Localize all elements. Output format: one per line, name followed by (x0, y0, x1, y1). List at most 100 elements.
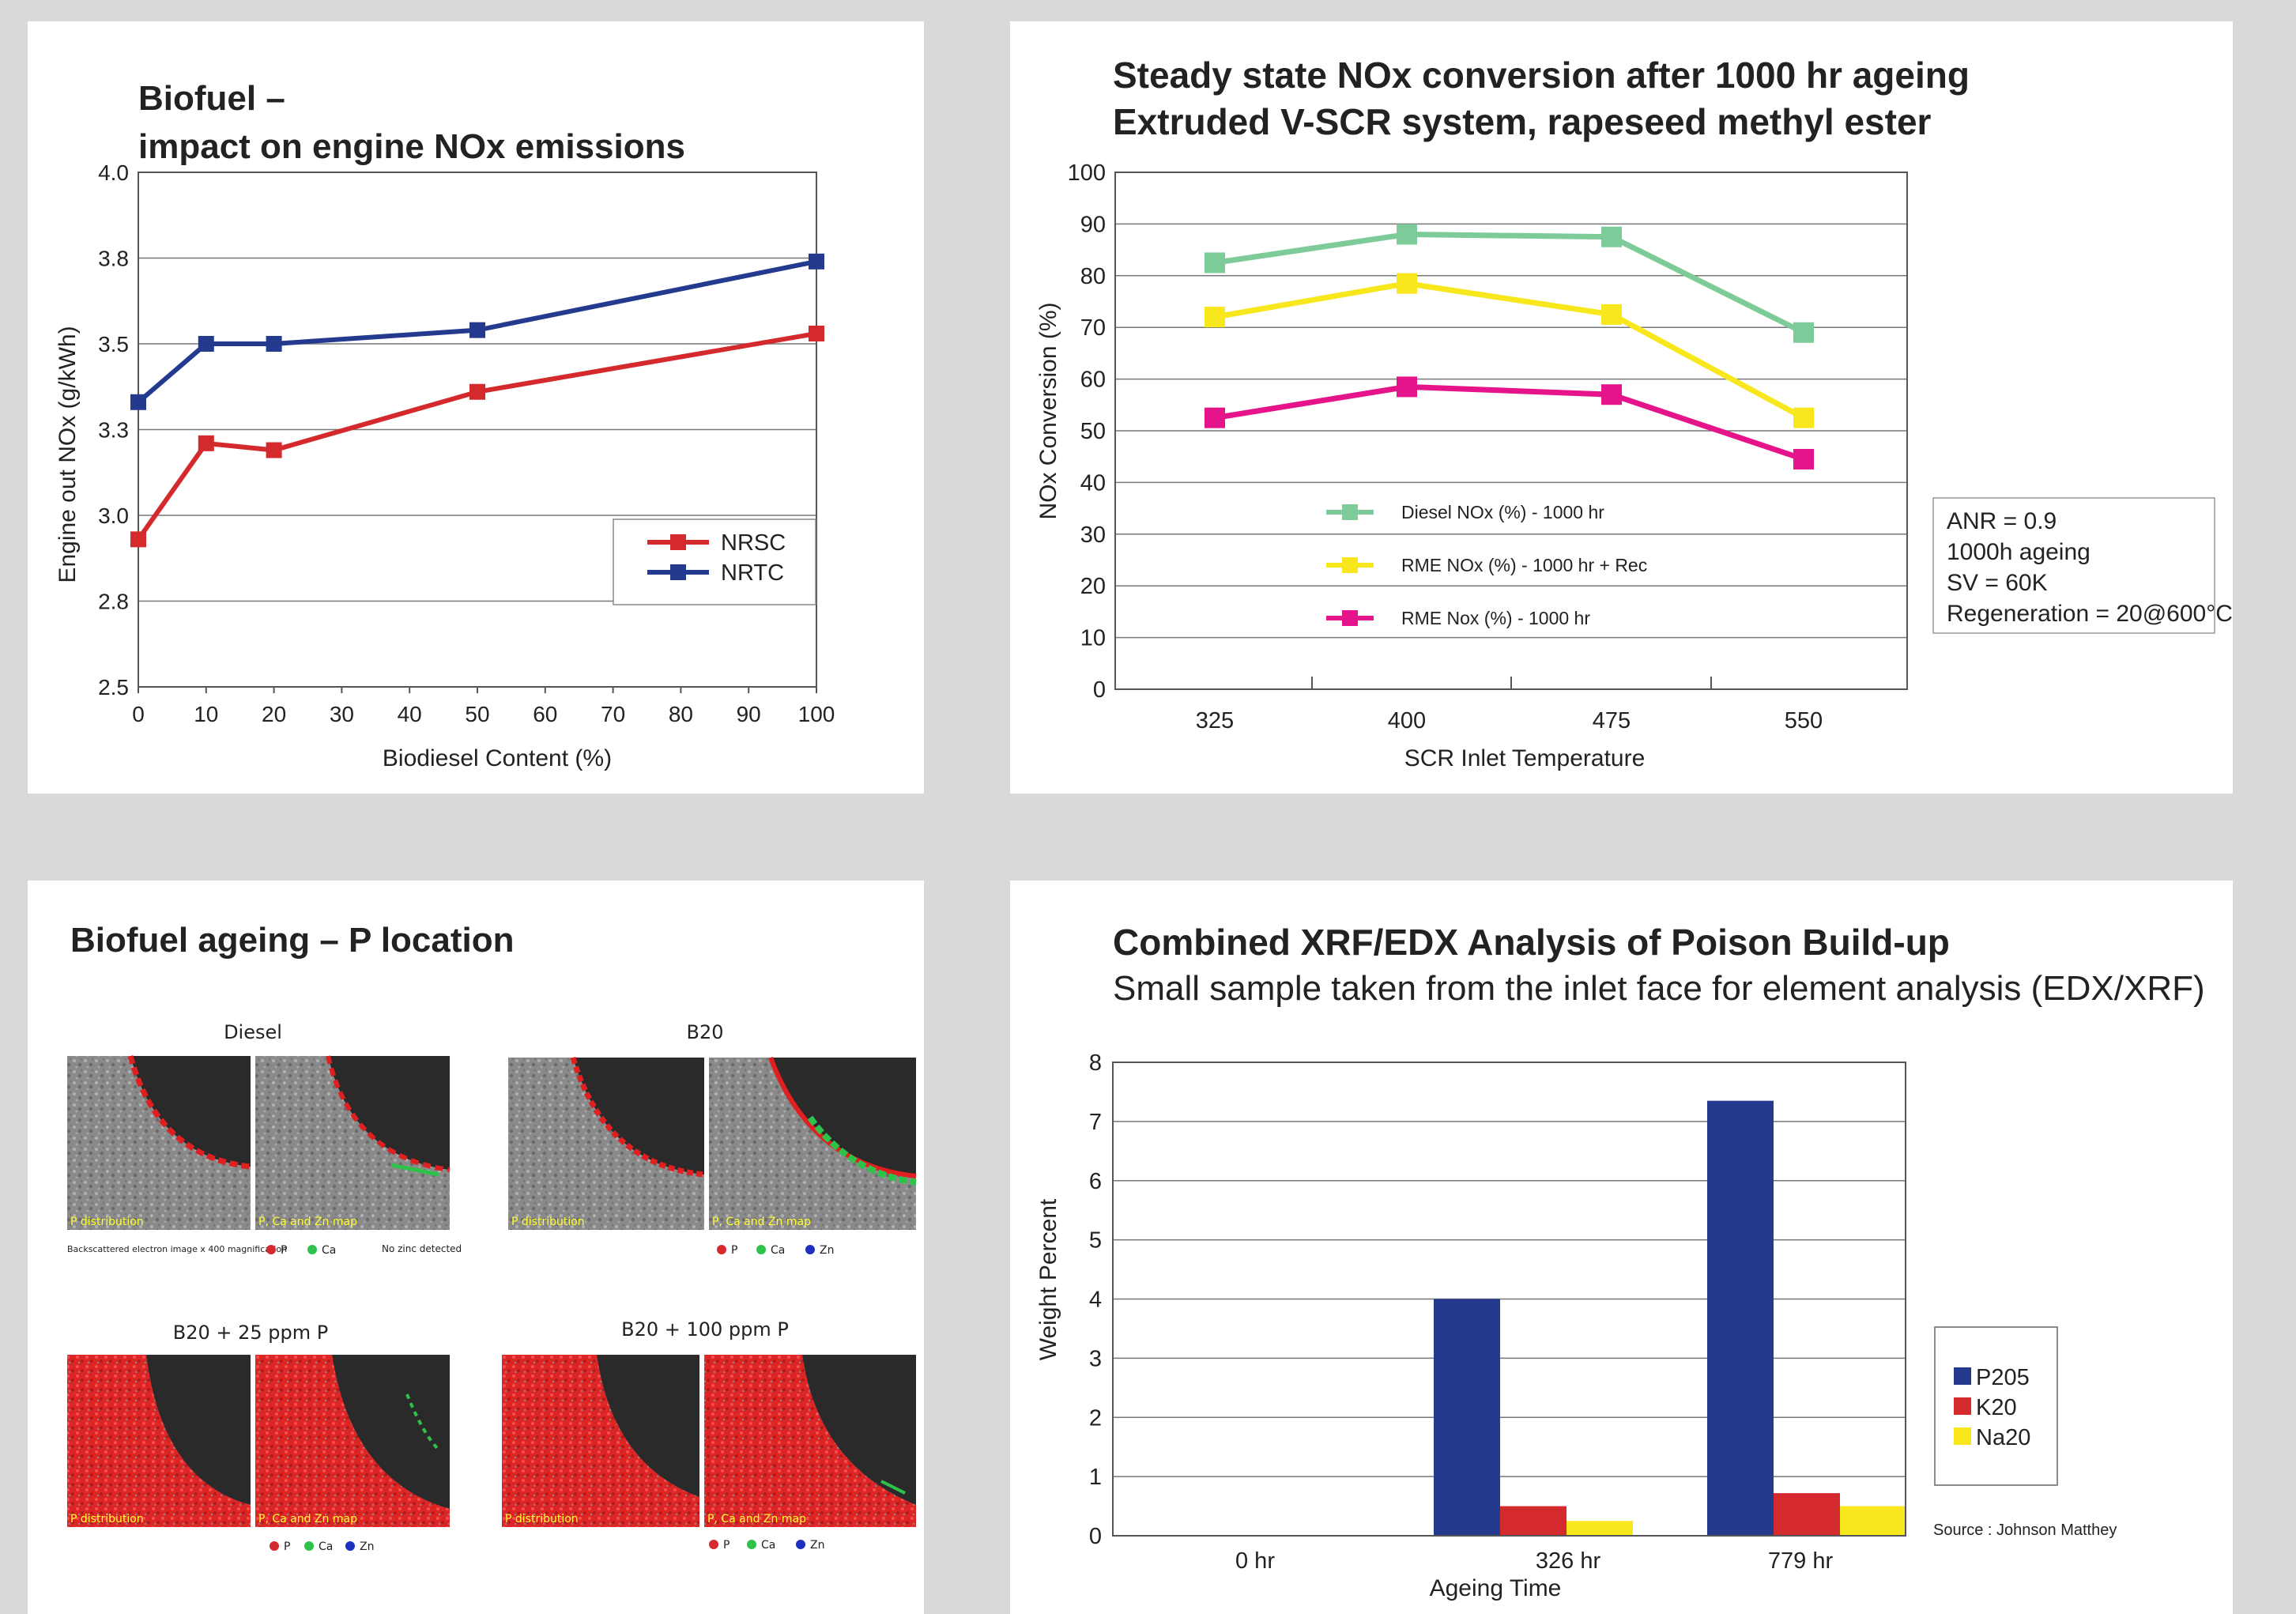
conditions-box (1932, 497, 2215, 634)
legend-label: P205 (1976, 1365, 2030, 1390)
legend-dot-zn (345, 1541, 355, 1551)
data-point (1793, 407, 1814, 428)
legend-dot-ca (756, 1245, 766, 1254)
y-tick-label: 70 (1080, 315, 1106, 341)
y-tick-label: 3.0 (98, 503, 129, 528)
x-tick-label: 30 (330, 702, 354, 726)
series-line-1 (1214, 281, 1805, 420)
y-tick-label: 2.5 (98, 675, 129, 700)
y-tick-label: 4 (1089, 1288, 1102, 1313)
y-tick-label: 3.3 (98, 418, 129, 443)
chart-subtitle: Extruded V-SCR system, rapeseed methyl e… (1113, 101, 1932, 142)
micrograph-tag: P distribution (70, 1513, 144, 1525)
data-point (1397, 376, 1417, 398)
group-label-diesel: Diesel (224, 1021, 282, 1043)
bar-p205 (1707, 1100, 1774, 1536)
y-tick-label: 3 (1089, 1346, 1102, 1371)
y-tick-label: 40 (1080, 470, 1106, 496)
micrograph-tag: P, Ca and Zn map (712, 1216, 811, 1228)
legend-dot-ca (307, 1245, 317, 1254)
micrograph-tag: P distribution (505, 1513, 579, 1525)
data-point (1601, 304, 1622, 325)
x-tick-label: 80 (669, 702, 693, 726)
micrograph-b20-100ppm-left: P distribution (502, 1355, 699, 1527)
group-label-b20: B20 (686, 1021, 723, 1043)
x-tick-label: 475 (1593, 708, 1631, 733)
nox-conversion-panel: Steady state NOx conversion after 1000 h… (1010, 21, 2233, 794)
source-note: Source : Johnson Matthey (1933, 1522, 2117, 1539)
legend-dot-ca (304, 1541, 314, 1551)
y-tick-label: 1 (1089, 1465, 1102, 1490)
y-tick-label: 60 (1080, 368, 1106, 393)
y-tick-label: 6 (1089, 1169, 1102, 1194)
legend-label: P (723, 1539, 730, 1552)
legend-marker (1342, 504, 1358, 520)
micrograph-figure: Biofuel ageing – P location Diesel P dis… (67, 921, 917, 1553)
y-axis-label: Engine out NOx (g/kWh) (55, 326, 81, 583)
legend-swatch (1954, 1367, 1971, 1385)
chart-subtitle: Small sample taken from the inlet face f… (1113, 969, 2205, 1008)
figure-title: Biofuel ageing – P location (70, 921, 515, 960)
legend-label: NRSC (721, 530, 786, 556)
micrograph-tag: P, Ca and Zn map (258, 1513, 357, 1525)
y-tick-label: 3.8 (98, 247, 129, 271)
xrf-edx-chart: Combined XRF/EDX Analysis of Poison Buil… (1035, 922, 2205, 1601)
data-point (1397, 273, 1417, 294)
y-tick-label: 2 (1089, 1405, 1102, 1431)
y-tick-label: 100 (1068, 160, 1106, 186)
y-tick-label: 90 (1080, 212, 1106, 237)
legend-dot-ca (747, 1540, 756, 1549)
x-tick-label: 325 (1196, 708, 1234, 733)
legend-dot-p (717, 1245, 726, 1254)
biofuel-nox-panel: Biofuel – impact on engine NOx emissions… (28, 21, 924, 794)
chart-title: Steady state NOx conversion after 1000 h… (1113, 55, 1970, 96)
x-tick-label: 0 hr (1235, 1548, 1275, 1574)
nox-conversion-chart: Steady state NOx conversion after 1000 h… (1035, 55, 2233, 771)
y-tick-label: 0 (1089, 1524, 1102, 1549)
legend-label: P (284, 1540, 290, 1553)
legend-label: P (731, 1244, 737, 1257)
x-tick-label: 100 (798, 702, 835, 726)
biofuel-nox-chart: Biofuel – impact on engine NOx emissions… (55, 79, 835, 771)
y-tick-label: 0 (1093, 677, 1106, 703)
x-tick-label: 10 (194, 702, 218, 726)
micrograph-tag: P distribution (511, 1216, 585, 1228)
legend-label: Ca (322, 1244, 336, 1257)
legend-label: Ca (771, 1244, 785, 1257)
y-tick-label: 10 (1080, 626, 1106, 651)
y-tick-label: 3.5 (98, 332, 129, 356)
legend-swatch (1954, 1427, 1971, 1445)
micrograph-diesel-left: P distribution (67, 1055, 251, 1230)
x-tick-label: 40 (398, 702, 422, 726)
legend-label: K20 (1976, 1395, 2017, 1420)
bar-na20 (1840, 1506, 1906, 1536)
group-label-b20-25ppm: B20 + 25 ppm P (173, 1322, 329, 1344)
series-line-2 (1214, 383, 1805, 462)
micrograph-tag: P, Ca and Zn map (258, 1216, 357, 1228)
x-tick-label: 50 (465, 702, 489, 726)
y-tick-label: 20 (1080, 574, 1106, 599)
x-tick-label: 0 (132, 702, 145, 726)
y-tick-label: 7 (1089, 1110, 1102, 1135)
legend-dot-p (266, 1245, 276, 1254)
micrograph-b20-25ppm-right: P, Ca and Zn map (255, 1355, 450, 1527)
legend-label: Na20 (1976, 1425, 2030, 1450)
data-point (1205, 407, 1225, 428)
legend-dot-zn (805, 1245, 815, 1254)
data-point (1397, 224, 1417, 245)
legend-marker (670, 564, 686, 580)
micrograph-panel: Biofuel ageing – P location Diesel P dis… (28, 881, 924, 1614)
data-point-nrtc (266, 336, 282, 352)
legend-label: NRTC (721, 560, 784, 586)
annotation-anr: ANR = 0.9 (1947, 508, 2057, 534)
group-label-b20-100ppm: B20 + 100 ppm P (621, 1318, 789, 1341)
data-point-nrtc (469, 322, 485, 338)
data-point (1205, 252, 1225, 273)
x-tick-label: 60 (533, 702, 557, 726)
legend-label: RME Nox (%) - 1000 hr (1401, 608, 1590, 628)
annotation-ageing: 1000h ageing (1947, 539, 2091, 565)
legend-label: Zn (810, 1539, 824, 1552)
legend-marker (1342, 557, 1358, 573)
legend-label: P (281, 1244, 287, 1257)
plot-frame (1112, 1062, 1906, 1537)
